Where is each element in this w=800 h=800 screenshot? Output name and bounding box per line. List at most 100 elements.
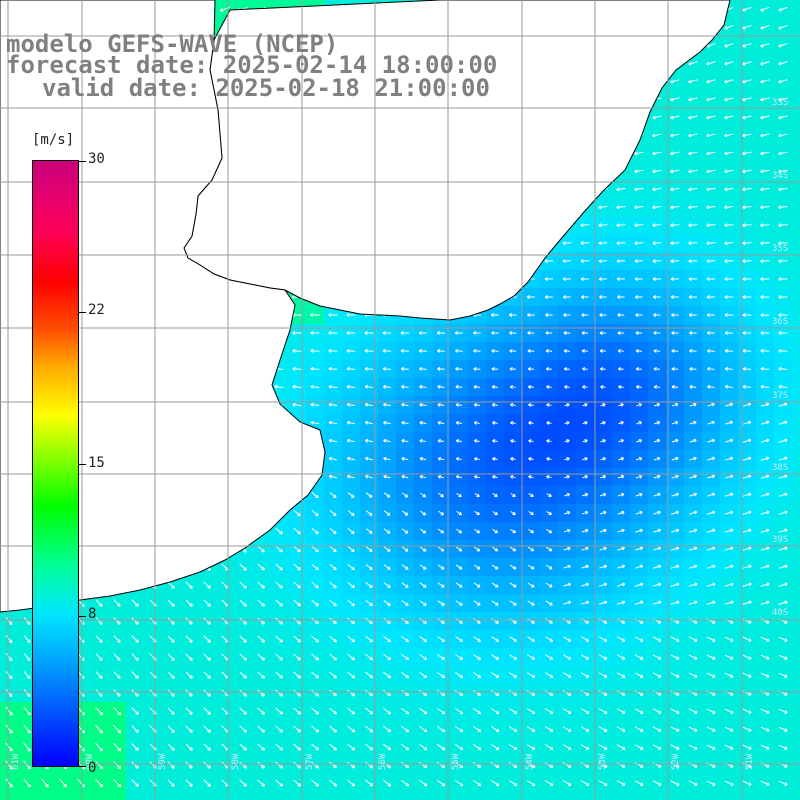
wind-vector [492,439,498,443]
latitude-label: 39S [772,535,788,545]
wind-vector [419,707,428,715]
wind-vector [526,295,535,299]
wind-vector [365,582,373,589]
wind-vector [760,115,770,120]
wind-speed-cell [360,792,379,800]
wind-vector [474,528,481,534]
wind-vector [724,582,734,587]
wind-vector [383,707,392,715]
wind-vector [635,546,644,551]
wind-speed-cell [288,792,307,800]
wind-vector [526,708,536,714]
wind-vector [688,133,698,138]
wind-vector [760,744,770,750]
wind-vector [419,456,427,461]
wind-vector [652,241,662,246]
colorbar-tickmark [78,312,86,313]
wind-vector [365,779,374,787]
wind-vector [598,780,608,786]
wind-vector [671,384,679,389]
colorbar-tick-15: 15 [88,455,105,471]
wind-vector [293,761,301,769]
wind-vector [292,402,302,407]
wind-vector [329,671,337,679]
wind-vector [689,330,697,335]
wind-vector [328,402,338,407]
wind-vector [760,259,770,264]
wind-speed-cell [504,792,523,800]
wind-vector [329,617,337,625]
wind-vector [329,563,337,571]
wind-vector [329,635,337,643]
wind-vector [275,617,283,625]
wind-vector [346,348,356,353]
wind-vector [545,654,554,660]
wind-vector [616,744,626,750]
wind-vector [401,492,409,498]
wind-vector [185,617,193,625]
wind-vector [437,636,445,642]
valid-date: valid date: 2025-02-18 21:00:00 [42,74,490,102]
wind-vector [582,385,588,389]
wind-vector [383,653,391,661]
wind-vector [706,259,716,264]
wind-speed-cell [792,306,800,325]
wind-vector [239,743,247,751]
wind-vector [23,778,31,788]
wind-speed-cell [0,792,19,800]
wind-vector [419,725,428,733]
graticule-labels: 61W 60W 59W 58W 57W 56W 55W 54W 53W 52W 51W 33S 34S 3… [11,98,788,770]
wind-vector [564,403,570,407]
wind-vector [562,762,572,768]
wind-vector [598,205,608,210]
wind-vector [347,492,355,498]
wind-speed-cell [378,792,397,800]
wind-vector [436,779,446,787]
wind-vector [203,635,211,643]
wind-vector [688,97,698,102]
wind-vector [598,636,608,642]
wind-vector [311,635,319,643]
wind-vector [401,402,409,407]
wind-vector [257,707,265,715]
wind-vector [456,510,462,516]
wind-vector [778,151,788,156]
wind-vector [275,635,283,643]
wind-vector [760,24,770,30]
wind-vector [635,474,643,479]
wind-vector [203,761,211,769]
wind-vector [600,439,606,443]
wind-vector [581,348,588,353]
wind-vector [724,492,734,497]
wind-vector [382,384,391,389]
wind-vector [581,582,590,587]
wind-vector [582,421,588,425]
wind-vector [652,115,662,120]
wind-vector [724,384,733,389]
wind-vector [546,528,553,534]
wind-vector [347,689,356,697]
wind-vector [778,600,788,605]
wind-vector [510,421,516,425]
wind-vector [509,582,517,588]
wind-vector [382,348,392,353]
colorbar [32,160,79,767]
wind-vector [383,671,392,679]
wind-vector [635,510,643,515]
wind-vector [670,708,680,714]
wind-vector [707,474,716,479]
wind-vector [526,690,536,696]
wind-vector [598,762,608,768]
wind-vector [582,439,588,443]
wind-vector [545,636,554,642]
wind-vector [293,635,301,643]
wind-vector [778,241,788,246]
wind-vector [580,672,590,678]
wind-vector [760,510,770,515]
wind-vector [401,725,410,733]
wind-vector [23,653,31,662]
wind-vector [383,510,391,516]
wind-vector [5,724,13,734]
wind-vector [473,564,481,570]
